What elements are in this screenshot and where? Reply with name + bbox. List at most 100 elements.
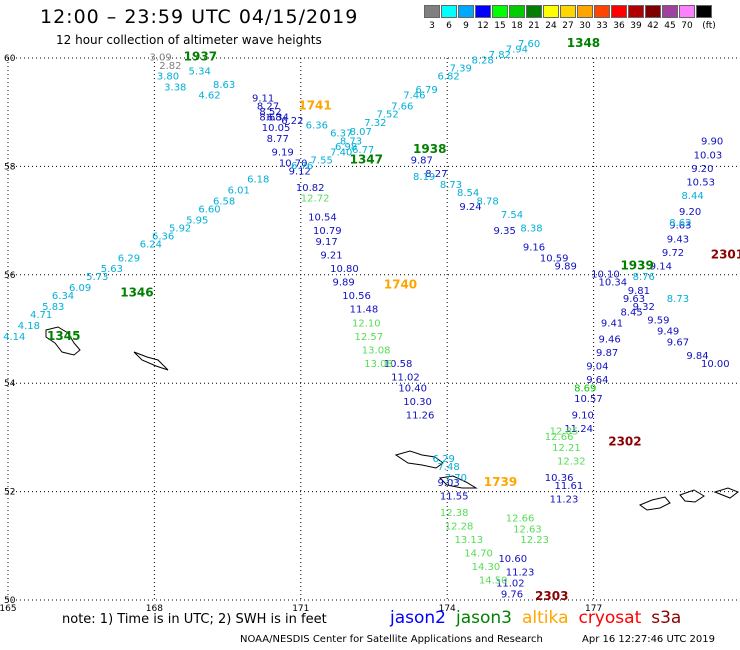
wave-height-value: 8.38: [520, 223, 542, 234]
wave-height-value: 3.38: [164, 83, 186, 94]
wave-height-value: 2.82: [159, 61, 181, 72]
wave-height-value: 6.98: [335, 142, 357, 153]
wave-height-value: 10.40: [398, 383, 427, 394]
wave-height-value: 6.29: [118, 253, 140, 264]
wave-height-value: 6.77: [352, 145, 374, 156]
wave-height-value: 6.18: [247, 175, 269, 186]
wave-height-value: 9.32: [633, 302, 655, 313]
satellite-name-jason2: jason2: [390, 608, 446, 628]
wave-height-value: 9.87: [596, 348, 618, 359]
lat-tick-label: 58: [4, 162, 16, 172]
satellite-name-s3a: s3a: [651, 608, 682, 628]
wave-height-value: 9.46: [598, 335, 620, 346]
legend-swatch: [645, 5, 661, 18]
wave-height-value: 10.36: [545, 473, 574, 484]
lat-tick-label: 50: [4, 596, 16, 606]
wave-height-value: 9.21: [320, 251, 342, 262]
wave-height-value: 5.73: [86, 272, 108, 283]
wave-height-value: 7.39: [450, 64, 472, 75]
wave-height-value: 14.30: [472, 562, 501, 573]
wave-height-value: 4.62: [198, 91, 220, 102]
lon-tick-label: 177: [585, 604, 602, 614]
wave-height-value: 10.54: [308, 213, 337, 224]
wave-height-value: 8.68: [259, 112, 281, 123]
wave-height-value: 14.70: [464, 549, 493, 560]
island-adak: [679, 489, 705, 503]
wave-height-value: 10.30: [403, 397, 432, 408]
legend-label: 3: [429, 21, 435, 31]
lat-tick-label: 54: [4, 379, 16, 389]
wave-height-value: 9.10: [572, 410, 594, 421]
lon-tick-label: 168: [146, 604, 163, 614]
legend-swatch: [475, 5, 491, 18]
wave-height-value: 6.09: [69, 283, 91, 294]
legend-swatch: [424, 5, 440, 18]
wave-height-value: 10.82: [296, 183, 325, 194]
legend-swatch: [526, 5, 542, 18]
pass-time-label: 1939: [620, 258, 653, 272]
legend-label: 33: [596, 21, 608, 31]
wave-height-value: 5.83: [42, 302, 64, 313]
pass-time-labels: 1937 1348 1741 1938 1347 1346 1345 1740 1939 2301…: [47, 36, 740, 603]
satellite-name-cryosat: cryosat: [578, 608, 642, 628]
pass-time-label: 1740: [384, 277, 417, 291]
wave-height-value: 12.38: [440, 508, 469, 519]
wave-height-value: 5.34: [189, 66, 211, 77]
wave-height-value: 9.63: [623, 294, 645, 305]
wave-height-value: 8.63: [213, 80, 235, 91]
wave-height-value: 9.90: [701, 137, 723, 148]
wave-height-value: 9.87: [411, 156, 433, 167]
pass-time-label: 1739: [484, 475, 517, 489]
generation-timestamp: Apr 16 12:27:46 UTC 2019: [582, 634, 715, 645]
legend-label: 39: [630, 21, 642, 31]
wave-height-value: 9.03: [437, 478, 459, 489]
wave-height-value: 6.01: [228, 186, 250, 197]
wave-height-observations: 9.118.278.528.686.346.2210.058.779.1910.…: [3, 39, 729, 600]
pass-time-label: 1348: [567, 36, 600, 50]
pass-time-label: 2301: [711, 248, 740, 262]
wave-height-value: 7.32: [364, 118, 386, 129]
wave-height-value: 9.67: [667, 337, 689, 348]
wave-height-value: 9.20: [691, 164, 713, 175]
wave-height-value: 6.22: [281, 116, 303, 127]
wave-height-value: 5.95: [186, 215, 208, 226]
wave-height-value: 12.32: [557, 457, 586, 468]
legend-label: 36: [613, 21, 625, 31]
wave-height-value: 8.44: [681, 191, 703, 202]
wave-height-value: 4.71: [30, 310, 52, 321]
legend-label: 15: [494, 21, 506, 31]
wave-height-value: 12.72: [301, 194, 330, 205]
wave-height-value: 8.45: [620, 307, 642, 318]
legend-swatch: [492, 5, 508, 18]
wave-height-value: 10.56: [342, 291, 371, 302]
wave-height-value: 10.57: [574, 394, 603, 405]
pass-time-label: 1938: [413, 142, 446, 156]
wave-height-value: 11.02: [391, 372, 420, 383]
wave-height-value: 9.89: [555, 261, 577, 272]
legend-label: 70: [681, 21, 693, 31]
wave-height-value: 11.02: [496, 578, 525, 589]
wave-height-value: 7.55: [311, 156, 333, 167]
wave-height-value: 7.54: [501, 210, 523, 221]
wave-height-value: 6.60: [198, 204, 220, 215]
legend-swatch: [611, 5, 627, 18]
wave-height-value: 9.43: [667, 234, 689, 245]
wave-height-value: 8.07: [350, 127, 372, 138]
wave-height-value: 13.08: [364, 359, 393, 370]
legend-label: 9: [463, 21, 469, 31]
wave-height-value: 9.72: [662, 248, 684, 259]
legend-swatch: [509, 5, 525, 18]
wave-height-value: 8.69: [574, 383, 596, 394]
lon-tick-label: 171: [292, 604, 309, 614]
wave-height-value: 10.10: [591, 270, 620, 281]
wave-height-value: 3.80: [157, 72, 179, 83]
legend-label: 18: [511, 21, 523, 31]
wave-height-value: 12.23: [520, 535, 549, 546]
wave-height-value: 3.09: [150, 53, 172, 64]
island-east: [713, 487, 740, 499]
wave-height-value: 10.70: [279, 158, 308, 169]
wave-height-value: 6.36: [152, 232, 174, 243]
wave-height-value: 11.24: [564, 424, 593, 435]
wave-height-value: 9.12: [289, 167, 311, 178]
wave-height-value: 8.76: [633, 272, 655, 283]
